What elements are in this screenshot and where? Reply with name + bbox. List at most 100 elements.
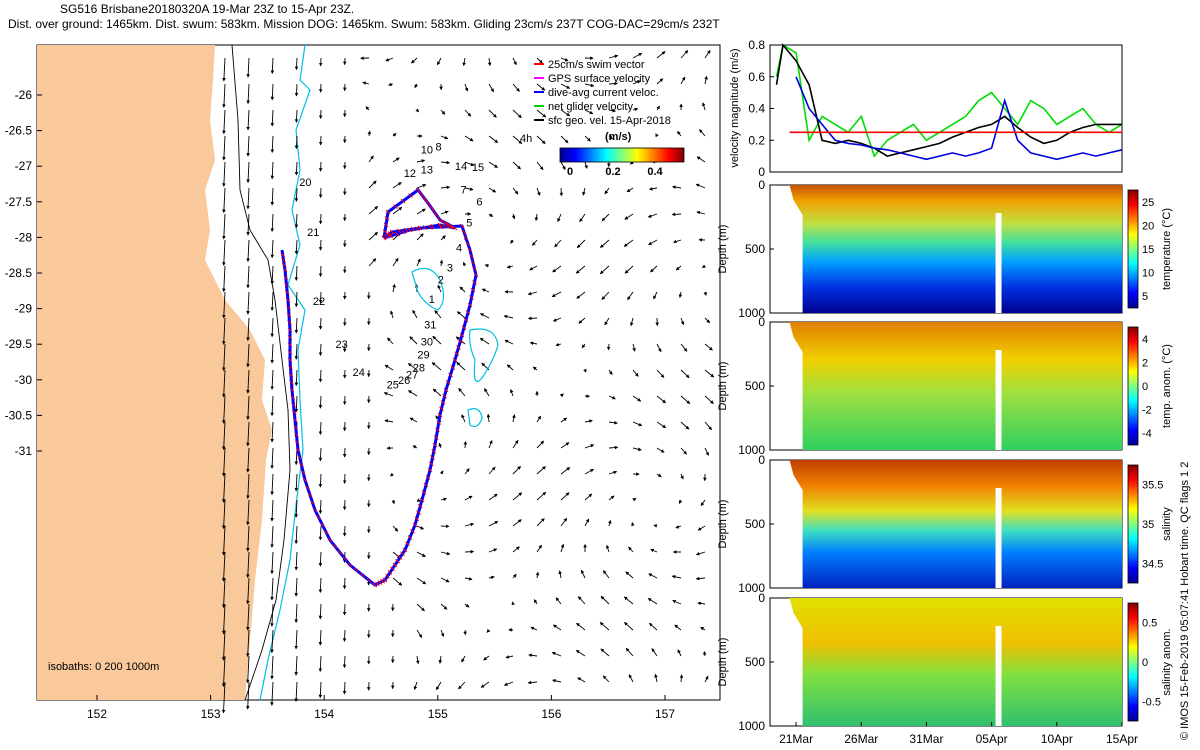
section-colorbar [1127, 464, 1139, 584]
lon-tick-label: 157 [655, 707, 675, 721]
geo-velocity-arrow [680, 369, 690, 379]
swim-vector-mark [473, 272, 479, 278]
geo-velocity-arrow [648, 187, 658, 191]
geo-velocity-arrow [221, 525, 226, 556]
geo-velocity-arrow [486, 628, 491, 633]
geo-velocity-arrow [294, 577, 299, 597]
velocity-frame [769, 44, 1123, 173]
geo-velocity-arrow [512, 546, 520, 553]
swim-vector-mark [287, 320, 292, 325]
geo-velocity-arrow [222, 187, 226, 214]
swim-vector-mark [385, 573, 390, 579]
geo-velocity-arrow [632, 52, 643, 59]
velocity-vector-field [221, 49, 715, 714]
geo-velocity-arrow [506, 265, 514, 269]
geo-velocity-arrow [560, 492, 570, 501]
geo-velocity-arrow [294, 525, 299, 545]
geo-velocity-arrow [246, 473, 250, 500]
map-axes: 152 153 154 155 156 157-26-26.5-27-27.5-28-28… [5, 88, 676, 721]
swim-vector-mark [316, 515, 322, 520]
geo-velocity-arrow [479, 337, 490, 345]
swim-vector-mark [366, 577, 372, 583]
geo-velocity-arrow [222, 369, 226, 398]
geo-velocity-arrow [584, 135, 591, 142]
day-label: 1 [429, 294, 435, 306]
swim-vector-mark [441, 219, 447, 225]
geo-velocity-arrow [294, 655, 298, 676]
geo-velocity-arrow [270, 83, 275, 101]
geo-velocity-arrow [608, 395, 616, 400]
geo-velocity-arrow [656, 369, 665, 378]
geo-velocity-arrow [632, 497, 637, 502]
colorbar-tick-label: -2 [1142, 405, 1152, 417]
swim-vector-mark [294, 440, 300, 445]
geo-velocity-arrow [560, 543, 565, 553]
geo-velocity-arrow [695, 183, 706, 189]
geo-velocity-arrow [512, 573, 517, 579]
geo-velocity-arrow [512, 57, 517, 66]
geo-velocity-arrow [557, 213, 562, 223]
geo-velocity-arrow [246, 577, 250, 605]
colorbar-tick-label: 5 [1142, 291, 1148, 303]
geo-velocity-arrow [529, 341, 538, 346]
geo-velocity-arrow [506, 364, 514, 371]
velocity-series-line [795, 76, 1123, 161]
swim-vector-mark [472, 280, 477, 285]
swim-vector-mark [431, 448, 437, 454]
geo-velocity-arrow [463, 440, 468, 449]
swim-vector-mark [433, 435, 439, 440]
colorbar-tick-label: -0.5 [1142, 696, 1161, 708]
geo-velocity-arrow [677, 130, 682, 137]
isobaths-note: isobaths: 0 200 1000m [48, 661, 159, 673]
geo-velocity-arrow [464, 135, 474, 142]
geo-velocity-arrow [703, 291, 707, 296]
depth-tick-label: 500 [745, 655, 765, 669]
depth-section-panel: 0 500 1000 Depth (m) 5 10 15 20 25 temperature (°… [717, 178, 1173, 320]
geo-velocity-arrow [560, 467, 571, 475]
depth-ylabel: Depth (m) [717, 225, 729, 274]
velocity-series-line [775, 43, 1122, 157]
geo-velocity-arrow [626, 187, 634, 193]
geo-velocity-arrow [582, 187, 586, 196]
geo-velocity-arrow [246, 83, 250, 105]
lat-tick-label: -28 [15, 230, 33, 244]
geo-velocity-arrow [608, 420, 618, 425]
depth-section-panel: 0 500 1000 Depth (m) -4 -2 0 2 4 temp. anom. (°C) [717, 315, 1173, 457]
swim-vector-mark [423, 197, 428, 203]
data-gap [995, 350, 1002, 450]
swim-vector-mark [320, 522, 325, 528]
day-label: 20 [299, 177, 311, 189]
geo-velocity-arrow [392, 206, 403, 215]
swim-vector-mark [416, 510, 421, 515]
colorbar-tick-label: -4 [1142, 428, 1152, 440]
geo-velocity-arrow [221, 603, 226, 635]
geo-velocity-arrow [385, 57, 394, 62]
geo-velocity-arrow [294, 473, 299, 492]
isobath-1000m [259, 44, 311, 701]
geo-velocity-arrow [680, 317, 685, 326]
geo-velocity-arrow [222, 213, 226, 240]
geo-velocity-arrow [479, 313, 490, 319]
swim-vector-mark [288, 372, 294, 378]
geo-velocity-arrow [656, 395, 667, 404]
lat-tick-label: -30.5 [5, 408, 33, 422]
geo-velocity-arrow [458, 681, 466, 690]
geo-velocity-arrow [416, 159, 426, 163]
geo-velocity-arrow [365, 106, 370, 111]
geo-velocity-arrow [416, 498, 421, 502]
geo-velocity-arrow [270, 629, 274, 654]
geo-velocity-arrow [602, 675, 610, 683]
geo-velocity-arrow [560, 442, 570, 449]
geo-velocity-arrow [480, 681, 490, 688]
isobath-lines [231, 44, 311, 701]
geo-velocity-arrow [318, 369, 323, 383]
day-label: 27 [406, 369, 418, 381]
geo-velocity-arrow [576, 239, 586, 249]
credit-text: © IMOS 15-Feb-2019 05:07:41 Hobart time.… [1179, 462, 1191, 740]
geo-velocity-arrow [246, 135, 250, 157]
geo-velocity-arrow [222, 135, 226, 161]
swim-vector-mark [431, 209, 437, 214]
swim-vector-mark [472, 266, 477, 272]
isobath-200m [231, 44, 291, 701]
swim-vector-mark [287, 357, 293, 363]
